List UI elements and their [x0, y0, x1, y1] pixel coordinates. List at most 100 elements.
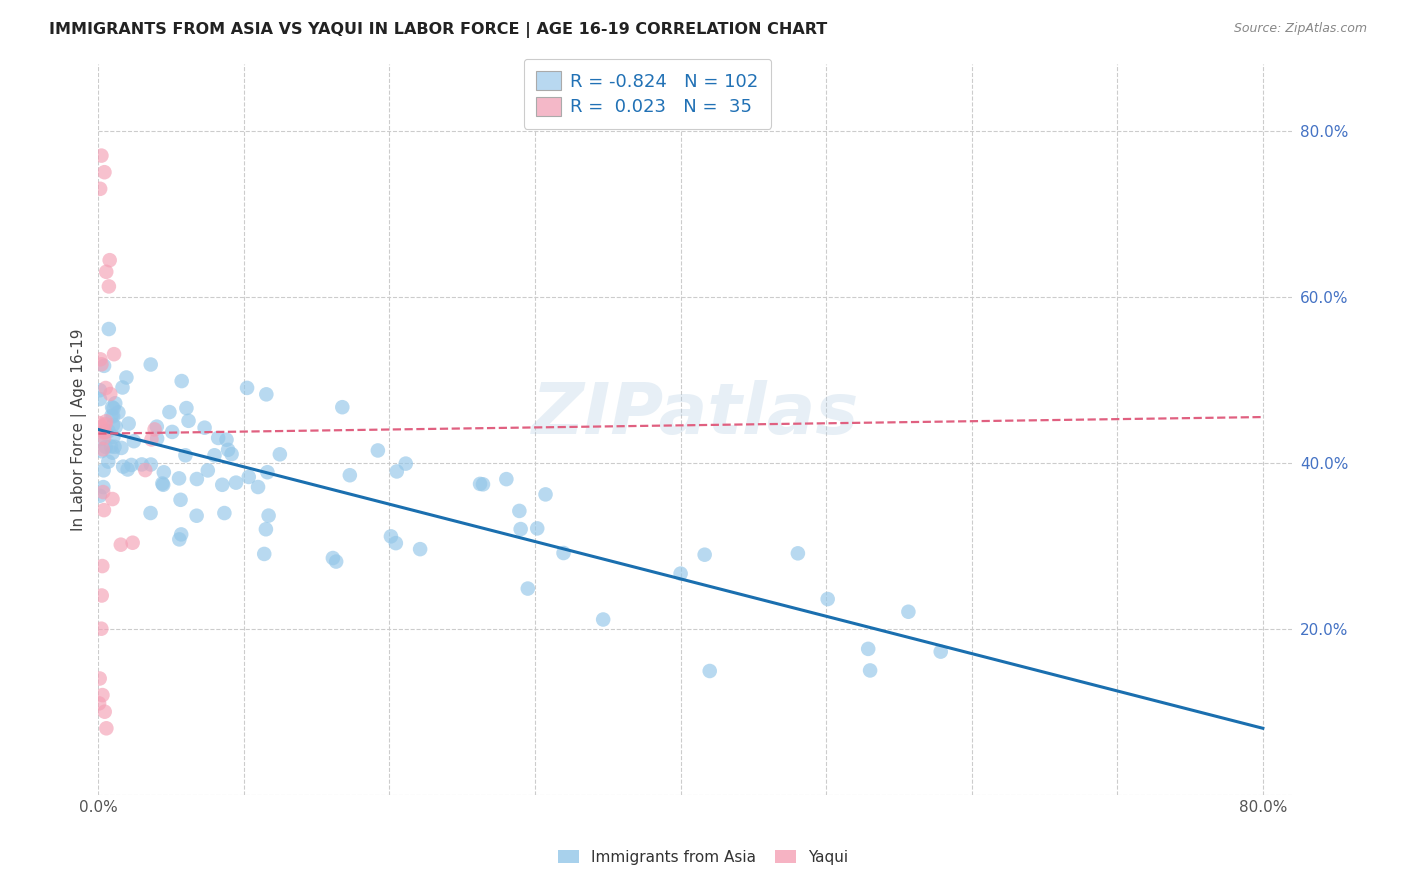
Point [170, 527, 193, 541]
Point [101, 491, 124, 506]
Point [91, 485, 114, 500]
Point [247, 480, 270, 494]
Point [91, 442, 114, 457]
Point [254, 387, 277, 401]
Point [131, 458, 153, 472]
Point [93, 705, 115, 719]
Point [146, 432, 169, 446]
Point [468, 476, 491, 491]
Point [89, 392, 111, 406]
Point [107, 405, 129, 419]
Point [929, 645, 952, 659]
Point [367, 443, 389, 458]
Point [87, 416, 110, 430]
Point [115, 370, 138, 384]
Point [96, 265, 118, 279]
Point [385, 536, 408, 550]
Point [177, 414, 200, 428]
Point [176, 401, 198, 415]
Point [90, 420, 112, 434]
Point [186, 472, 208, 486]
Point [90, 148, 112, 162]
Point [93, 480, 115, 494]
Point [104, 419, 127, 434]
Text: Source: ZipAtlas.com: Source: ZipAtlas.com [1233, 22, 1367, 36]
Y-axis label: In Labor Force | Age 16-19: In Labor Force | Age 16-19 [72, 328, 87, 531]
Point [167, 471, 190, 485]
Point [516, 582, 538, 596]
Point [592, 613, 614, 627]
Point [93, 359, 115, 373]
Point [236, 381, 259, 395]
Point [143, 422, 166, 436]
Point [146, 419, 169, 434]
Point [256, 465, 278, 479]
Point [101, 401, 124, 415]
Point [495, 472, 517, 486]
Point [254, 522, 277, 536]
Point [204, 448, 226, 462]
Point [103, 401, 125, 416]
Point [120, 458, 142, 472]
Point [100, 439, 122, 453]
Point [385, 465, 408, 479]
Point [90, 589, 112, 603]
Point [693, 548, 716, 562]
Point [112, 459, 135, 474]
Point [89, 432, 111, 446]
Point [117, 462, 139, 476]
Point [508, 504, 530, 518]
Point [93, 165, 115, 179]
Point [94, 417, 117, 432]
Point [93, 463, 115, 477]
Point [110, 538, 132, 552]
Point [121, 535, 143, 549]
Point [94, 381, 117, 395]
Point [103, 440, 125, 454]
Point [93, 425, 115, 439]
Point [104, 396, 127, 410]
Point [253, 547, 276, 561]
Point [409, 542, 432, 557]
Point [89, 182, 111, 196]
Point [330, 400, 353, 414]
Point [169, 492, 191, 507]
Point [699, 664, 721, 678]
Text: ZIPatlas: ZIPatlas [531, 380, 859, 450]
Point [134, 463, 156, 477]
Point [94, 425, 117, 439]
Point [238, 470, 260, 484]
Point [101, 417, 124, 432]
Point [214, 506, 236, 520]
Point [509, 522, 531, 536]
Point [87, 697, 110, 711]
Point [89, 489, 111, 503]
Point [817, 592, 839, 607]
Point [197, 463, 219, 477]
Point [472, 477, 495, 491]
Point [103, 347, 125, 361]
Point [93, 425, 115, 440]
Point [534, 487, 557, 501]
Point [269, 447, 291, 461]
Point [93, 431, 115, 445]
Point [170, 374, 193, 388]
Point [89, 352, 111, 367]
Point [118, 417, 141, 431]
Point [97, 455, 120, 469]
Point [152, 477, 174, 491]
Point [90, 622, 112, 636]
Point [153, 465, 176, 479]
Point [856, 641, 879, 656]
Point [111, 380, 134, 394]
Point [217, 442, 239, 457]
Point [97, 424, 120, 438]
Point [103, 430, 125, 444]
Point [139, 506, 162, 520]
Point [91, 559, 114, 574]
Point [859, 664, 882, 678]
Point [339, 468, 361, 483]
Point [186, 508, 208, 523]
Point [91, 688, 114, 702]
Point [97, 322, 120, 336]
